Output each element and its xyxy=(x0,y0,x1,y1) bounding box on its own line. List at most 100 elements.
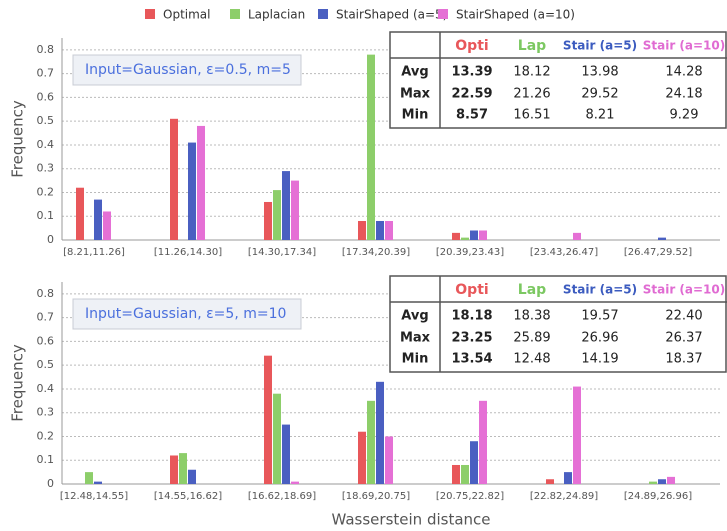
y-tick-label: 0.6 xyxy=(37,334,55,347)
table-cell: 14.28 xyxy=(665,65,702,80)
x-tick-label: [14.30,17.34] xyxy=(248,247,316,258)
bar xyxy=(273,393,281,484)
bar xyxy=(573,386,581,484)
table-cell: 13.54 xyxy=(451,352,492,367)
table-cell: 19.57 xyxy=(581,309,618,324)
bar xyxy=(188,142,196,240)
y-tick-label: 0.3 xyxy=(37,406,55,419)
x-tick-label: [23.43,26.47] xyxy=(530,247,598,258)
y-tick-label: 0.2 xyxy=(37,185,55,198)
table-cell: 13.39 xyxy=(451,65,492,80)
table-header: Opti xyxy=(455,282,488,298)
bar xyxy=(358,431,366,484)
x-tick-label: [11.26,14.30] xyxy=(154,247,222,258)
x-tick-label: [20.39,23.43] xyxy=(436,247,504,258)
table-header: Stair (a=10) xyxy=(643,39,726,53)
legend-swatch xyxy=(145,9,155,19)
table-cell: 18.38 xyxy=(513,309,550,324)
table-cell: 18.37 xyxy=(665,352,702,367)
table-cell: 9.29 xyxy=(670,108,699,123)
bar xyxy=(282,424,290,484)
table-cell: 14.19 xyxy=(581,352,618,367)
table-cell: 29.52 xyxy=(581,87,618,102)
table-cell: 22.40 xyxy=(665,309,702,324)
table-cell: 8.57 xyxy=(456,108,488,123)
table-cell: 8.21 xyxy=(586,108,615,123)
legend-label: StairShaped (a=5) xyxy=(336,8,447,22)
bar xyxy=(291,180,299,240)
bar xyxy=(385,436,393,484)
table-cell: 13.98 xyxy=(581,65,618,80)
x-tick-label: [20.75,22.82] xyxy=(436,491,504,502)
legend-label: Laplacian xyxy=(248,8,305,22)
bar xyxy=(376,381,384,484)
table-cell: 16.51 xyxy=(513,108,550,123)
table-box xyxy=(389,275,727,373)
bar xyxy=(385,220,393,240)
table-row-label: Avg xyxy=(401,309,428,324)
legend-swatch xyxy=(230,9,240,19)
bar xyxy=(170,455,178,484)
table-header: Lap xyxy=(518,38,546,54)
bar xyxy=(264,201,272,240)
y-tick-label: 0.2 xyxy=(37,429,55,442)
y-tick-label: 0.4 xyxy=(37,138,55,151)
legend-swatch xyxy=(318,9,328,19)
bar xyxy=(470,441,478,484)
y-tick-label: 0.8 xyxy=(37,43,55,56)
x-tick-label: [14.55,16.62] xyxy=(154,491,222,502)
y-tick-label: 0.6 xyxy=(37,90,55,103)
table-box xyxy=(389,31,727,129)
bar xyxy=(573,232,581,240)
bar xyxy=(76,187,84,240)
table-row-label: Max xyxy=(400,87,431,102)
y-tick-label: 0 xyxy=(47,233,54,246)
table-row-label: Min xyxy=(402,352,429,367)
annotation-box xyxy=(72,54,302,86)
bar xyxy=(94,199,102,240)
y-tick-label: 0.1 xyxy=(37,209,55,222)
table-cell: 23.25 xyxy=(451,331,492,346)
x-axis-label: Wasserstein distance xyxy=(331,511,490,529)
table-header: Stair (a=10) xyxy=(643,283,726,297)
annotation-box xyxy=(72,298,302,330)
y-tick-label: 0.5 xyxy=(37,114,55,127)
x-tick-label: [16.62,18.69] xyxy=(248,491,316,502)
table-cell: 26.96 xyxy=(581,331,618,346)
table-header: Stair (a=5) xyxy=(563,283,637,297)
bar xyxy=(470,230,478,240)
bar xyxy=(376,220,384,240)
bar xyxy=(479,230,487,240)
bar xyxy=(170,118,178,240)
x-tick-label: [8.21,11.26] xyxy=(63,247,125,258)
x-tick-label: [26.47,29.52] xyxy=(624,247,692,258)
table-cell: 18.12 xyxy=(513,65,550,80)
bar xyxy=(461,237,469,240)
table-header: Opti xyxy=(455,38,488,54)
table-header: Stair (a=5) xyxy=(563,39,637,53)
x-tick-label: [18.69,20.75] xyxy=(342,491,410,502)
bar xyxy=(367,400,375,484)
bar xyxy=(479,400,487,484)
annotation: Input=Gaussian, ε=5, m=10 xyxy=(85,306,286,322)
bar xyxy=(291,481,299,484)
y-tick-label: 0.1 xyxy=(37,453,55,466)
bar xyxy=(103,211,111,240)
y-tick-label: 0.8 xyxy=(37,287,55,300)
bar xyxy=(658,479,666,484)
y-tick-label: 0 xyxy=(47,477,54,490)
table-cell: 21.26 xyxy=(513,87,550,102)
annotation: Input=Gaussian, ε=0.5, m=5 xyxy=(85,62,291,78)
bar xyxy=(179,453,187,484)
table-cell: 24.18 xyxy=(665,87,702,102)
bar xyxy=(667,476,675,484)
y-tick-label: 0.4 xyxy=(37,382,55,395)
legend-label: Optimal xyxy=(163,8,210,22)
table-cell: 18.18 xyxy=(451,309,492,324)
y-tick-label: 0.5 xyxy=(37,358,55,371)
bar xyxy=(452,464,460,484)
bar xyxy=(85,472,93,484)
bar xyxy=(282,171,290,240)
table-cell: 22.59 xyxy=(451,87,492,102)
bar xyxy=(188,469,196,484)
